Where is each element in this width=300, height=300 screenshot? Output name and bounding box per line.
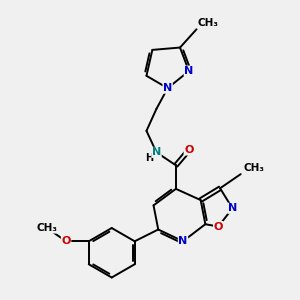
Text: N: N	[163, 83, 172, 93]
Text: CH₃: CH₃	[198, 18, 219, 28]
Text: N: N	[228, 203, 237, 213]
Text: O: O	[214, 222, 223, 232]
Text: N: N	[184, 66, 194, 76]
Text: O: O	[61, 236, 71, 246]
Text: N: N	[178, 236, 188, 246]
Text: H: H	[145, 153, 153, 163]
Text: CH₃: CH₃	[36, 223, 57, 233]
Text: CH₃: CH₃	[244, 163, 265, 173]
Text: O: O	[184, 145, 194, 155]
Text: N: N	[152, 147, 161, 158]
